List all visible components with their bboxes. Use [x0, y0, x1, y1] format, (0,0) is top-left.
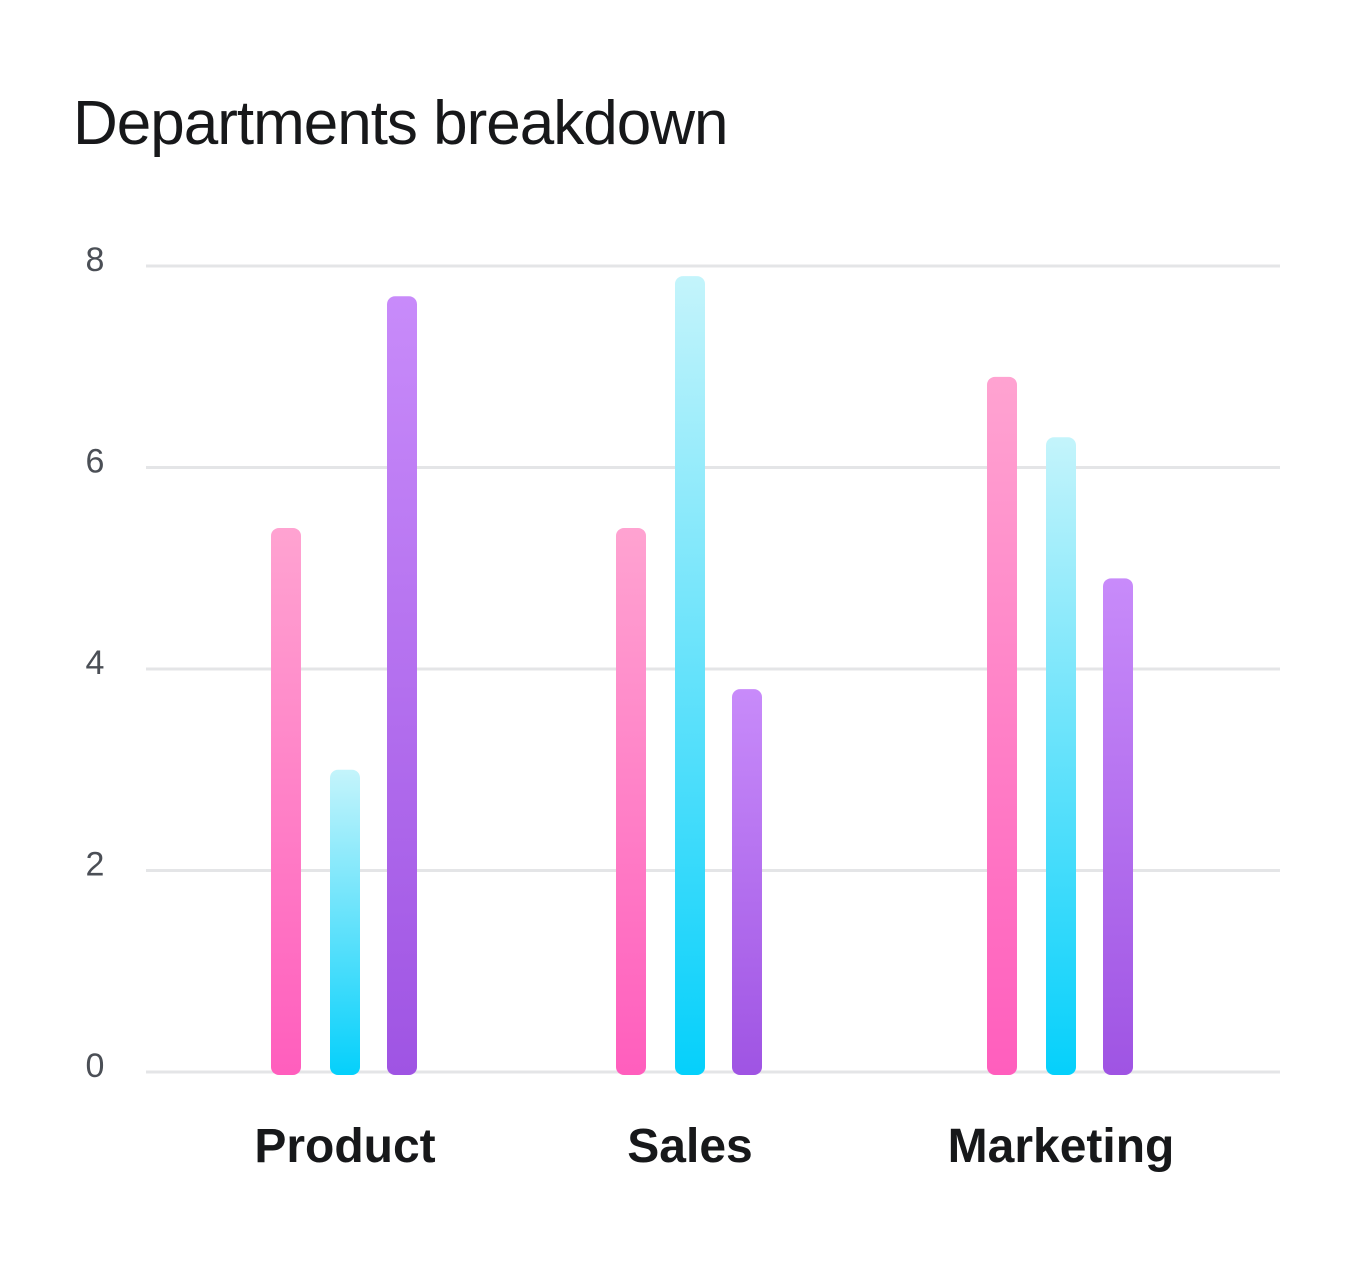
y-tick-label: 4: [86, 644, 105, 682]
y-tick-label: 8: [86, 241, 105, 279]
bars: [271, 276, 1133, 1076]
bar-sales-1: [616, 527, 646, 1075]
x-category-label: Marketing: [948, 1120, 1175, 1173]
bar-marketing-1: [987, 376, 1017, 1075]
bar-product-2: [330, 769, 360, 1075]
bar-product-1: [271, 527, 301, 1075]
bar-product-3: [387, 296, 417, 1076]
bar-marketing-3: [1103, 578, 1133, 1075]
y-tick-label: 2: [86, 846, 105, 884]
bar-sales-2: [675, 276, 705, 1075]
y-tick-label: 6: [86, 443, 105, 481]
y-axis-ticks: 0 2 4 6 8: [86, 241, 105, 1085]
bar-sales-3: [732, 689, 762, 1075]
x-category-label: Product: [254, 1120, 435, 1173]
bar-marketing-2: [1046, 437, 1076, 1075]
x-category-label: Sales: [627, 1120, 752, 1173]
y-tick-label: 0: [86, 1047, 105, 1085]
chart-title: Departments breakdown: [73, 89, 728, 158]
x-axis-categories: Product Sales Marketing: [254, 1120, 1174, 1173]
